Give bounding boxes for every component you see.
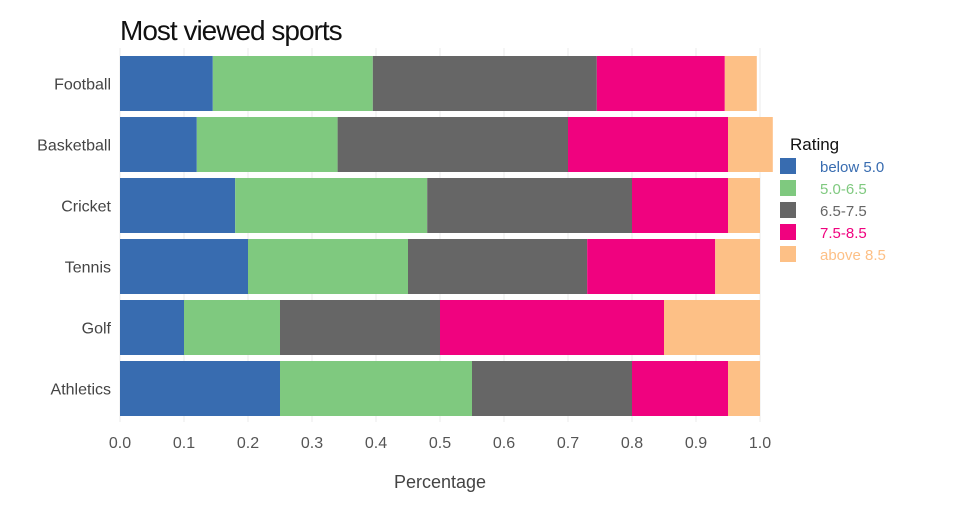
- legend: Rating below 5.0 5.0-6.5 6.5-7.5 7.5-8.5 abo…: [780, 135, 886, 264]
- x-tick-label: 0.5: [429, 435, 451, 452]
- bar-segment: [728, 361, 760, 416]
- bar-segment: [120, 361, 280, 416]
- y-tick-label: Basketball: [37, 138, 111, 155]
- legend-label: below 5.0: [820, 159, 884, 176]
- bar-segment: [120, 117, 197, 172]
- bar-segment: [587, 239, 716, 294]
- bar-segment: [212, 56, 373, 111]
- bar-segment: [248, 239, 408, 294]
- legend-label: 5.0-6.5: [820, 181, 867, 198]
- bar-segment: [280, 300, 440, 355]
- legend-swatch: [780, 202, 796, 218]
- x-tick-label: 0.1: [173, 435, 195, 452]
- legend-swatch: [780, 224, 796, 240]
- legend-swatch: [780, 158, 796, 174]
- bar-segment: [728, 117, 773, 172]
- bar-segment: [724, 56, 757, 111]
- bar-segment: [632, 361, 728, 416]
- x-tick-label: 0.8: [621, 435, 643, 452]
- x-tick-label: 0.0: [109, 435, 131, 452]
- bar-segment: [337, 117, 568, 172]
- legend-label: above 8.5: [820, 247, 886, 264]
- y-tick-label: Athletics: [51, 382, 111, 399]
- x-axis-label: Percentage: [394, 472, 486, 492]
- bar-segment: [184, 300, 280, 355]
- bar-segment: [120, 239, 248, 294]
- bar-segment: [632, 178, 728, 233]
- legend-label: 7.5-8.5: [820, 225, 867, 242]
- bar-segment: [728, 178, 760, 233]
- bar-segment: [427, 178, 632, 233]
- legend-swatch: [780, 246, 796, 262]
- x-tick-label: 1.0: [749, 435, 771, 452]
- bar-segment: [408, 239, 588, 294]
- bar-segment: [235, 178, 428, 233]
- bar-segment: [440, 300, 664, 355]
- x-tick-label: 0.9: [685, 435, 707, 452]
- x-tick-label: 0.4: [365, 435, 387, 452]
- bar-segment: [120, 178, 236, 233]
- bar-segment: [568, 117, 728, 172]
- bar-segment: [196, 117, 338, 172]
- bar-segment: [664, 300, 760, 355]
- bar-segment: [372, 56, 597, 111]
- bar-segment: [715, 239, 760, 294]
- legend-swatch: [780, 180, 796, 196]
- bar-segment: [120, 56, 213, 111]
- y-tick-label: Tennis: [65, 260, 111, 277]
- x-tick-label: 0.3: [301, 435, 323, 452]
- chart-title: Most viewed sports: [120, 15, 342, 46]
- y-tick-label: Cricket: [61, 199, 111, 216]
- bar-segment: [280, 361, 472, 416]
- x-tick-label: 0.7: [557, 435, 579, 452]
- bar-segment: [120, 300, 184, 355]
- legend-title: Rating: [790, 135, 839, 154]
- y-tick-label: Football: [54, 77, 111, 94]
- x-tick-label: 0.6: [493, 435, 515, 452]
- y-tick-label: Golf: [82, 321, 112, 338]
- legend-label: 6.5-7.5: [820, 203, 867, 220]
- bar-segment: [596, 56, 725, 111]
- x-tick-label: 0.2: [237, 435, 259, 452]
- bar-segment: [472, 361, 632, 416]
